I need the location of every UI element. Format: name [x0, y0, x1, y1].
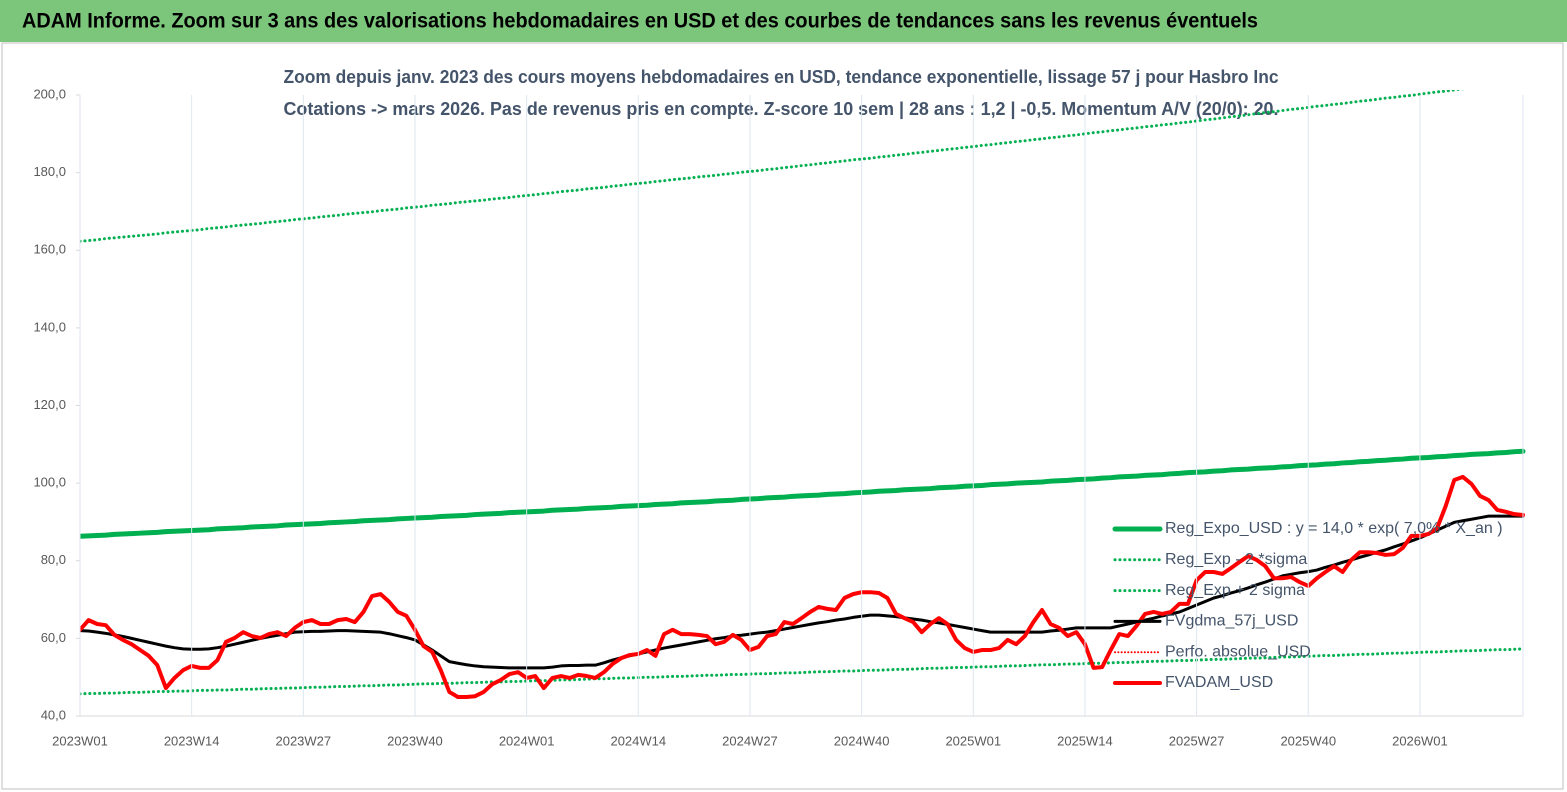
subtitle: Cotations -> mars 2026. Pas de revenus p…: [284, 99, 1279, 119]
legend-label: Perfo. absolue_USD: [1165, 643, 1311, 660]
x-tick-label: 2025W14: [1057, 733, 1113, 748]
chart-frame: [1, 42, 1564, 790]
x-tick-label: 2024W01: [499, 733, 555, 748]
y-tick-label: 140,0: [33, 319, 66, 334]
y-tick-label: 120,0: [33, 397, 66, 412]
legend-label: Reg_Exp + 2 sigma: [1165, 582, 1305, 599]
x-tick-label: 2025W40: [1280, 733, 1336, 748]
subtitle: Zoom depuis janv. 2023 des cours moyens …: [284, 67, 1279, 87]
y-tick-label: 100,0: [33, 475, 66, 490]
x-tick-label: 2026W01: [1392, 733, 1448, 748]
series-line: [80, 647, 1525, 696]
y-tick-label: 60,0: [41, 630, 66, 645]
x-tick-label: 2024W14: [610, 733, 666, 748]
plot-area: [80, 90, 1526, 699]
y-tick-label: 180,0: [33, 164, 66, 179]
legend-label: FVgdma_57j_USD: [1165, 613, 1298, 630]
legend-label: Reg_Expo_USD : y = 14,0 * exp( 7,0% * X_…: [1165, 520, 1503, 537]
legend-label: FVADAM_USD: [1165, 674, 1273, 691]
chart-title: ADAM Informe. Zoom sur 3 ans des valoris…: [22, 10, 1258, 33]
x-tick-label: 2025W01: [945, 733, 1001, 748]
series-line: [80, 448, 1526, 539]
x-tick-label: 2023W27: [275, 733, 331, 748]
legend-label: Reg_Exp - 2 *sigma: [1165, 551, 1307, 568]
x-tick-label: 2024W40: [834, 733, 890, 748]
series-line: [80, 474, 1525, 699]
x-tick-label: 2024W27: [722, 733, 778, 748]
series-line: [80, 514, 1525, 670]
x-tick-label: 2023W40: [387, 733, 443, 748]
title-bar: [0, 0, 1567, 42]
y-tick-label: 40,0: [41, 707, 66, 722]
series-line: [80, 90, 1466, 243]
y-tick-label: 80,0: [41, 552, 66, 567]
y-tick-label: 160,0: [33, 242, 66, 257]
x-tick-label: 2025W27: [1169, 733, 1225, 748]
x-tick-label: 2023W14: [164, 733, 220, 748]
x-tick-label: 2023W01: [52, 733, 108, 748]
y-tick-label: 200,0: [33, 86, 66, 101]
